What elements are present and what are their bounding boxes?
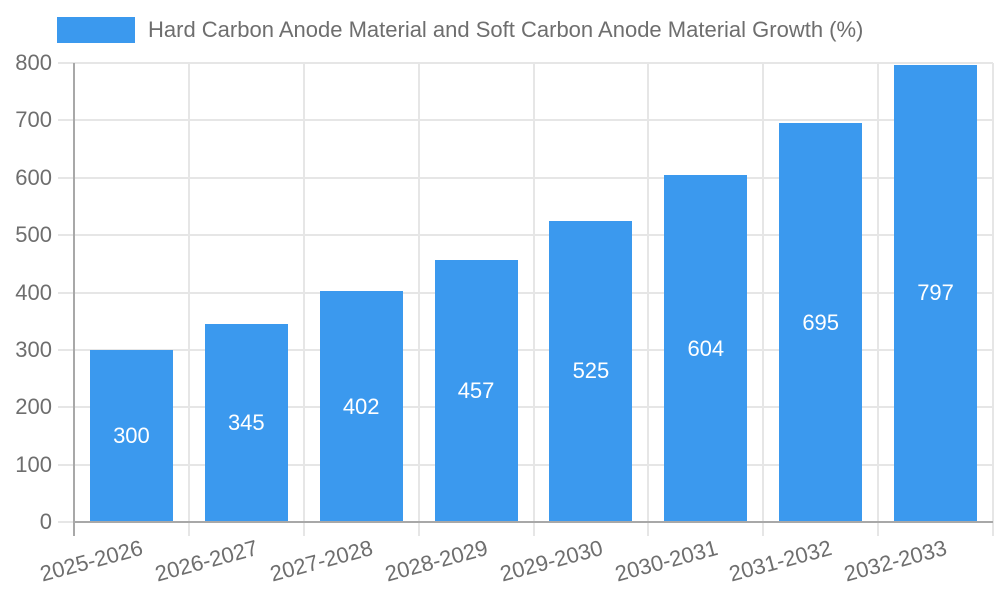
x-tick-label: 2031-2032 (726, 535, 835, 587)
y-gridline (58, 119, 993, 122)
x-tick-label: 2026-2027 (152, 535, 261, 587)
y-tick-label: 100 (15, 451, 52, 477)
bar-value-label: 402 (342, 393, 380, 419)
bar-value-label: 695 (802, 309, 840, 335)
x-gridline (302, 63, 305, 536)
bar[interactable] (89, 349, 173, 522)
bar[interactable] (204, 324, 288, 522)
y-tick-label: 800 (15, 50, 52, 75)
y-tick-label: 600 (15, 164, 52, 190)
bar[interactable] (549, 220, 633, 522)
bar-value-label: 300 (113, 422, 150, 448)
bar-value-label: 345 (227, 410, 265, 436)
y-gridline (58, 291, 993, 294)
bar-value-label: 604 (687, 335, 725, 361)
x-gridline (187, 63, 190, 536)
chart-title: Hard Carbon Anode Material and Soft Carb… (148, 17, 864, 42)
x-gridline (992, 63, 994, 536)
x-tick-label: 2030-2031 (611, 535, 721, 587)
y-tick-label: 400 (15, 279, 52, 305)
y-tick-label: 200 (15, 394, 52, 420)
y-tick-label: 300 (15, 336, 52, 362)
bar[interactable] (664, 175, 748, 522)
chart-legend[interactable]: Hard Carbon Anode Material and Soft Carb… (57, 17, 863, 43)
x-axis-line (74, 521, 993, 523)
y-tick-label: 500 (15, 222, 52, 248)
x-gridline (762, 63, 765, 536)
y-gridline (58, 406, 993, 409)
bar-value-label: 797 (917, 280, 954, 306)
x-gridline (647, 63, 650, 536)
x-tick-label: 2028-2029 (382, 535, 491, 587)
bar[interactable] (779, 123, 863, 522)
bar[interactable] (434, 259, 518, 522)
y-gridline (58, 348, 993, 351)
x-tick-label: 2032-2033 (841, 535, 950, 587)
legend-swatch (57, 17, 135, 43)
bar-value-label: 525 (572, 358, 610, 384)
y-tick-label: 0 (39, 509, 52, 534)
x-tick-label: 2029-2030 (497, 535, 606, 587)
y-gridline (58, 234, 993, 237)
bar[interactable] (319, 291, 403, 522)
bar-value-label: 457 (457, 377, 495, 403)
y-gridline (58, 62, 993, 64)
y-axis-line (73, 63, 75, 536)
x-tick-label: 2027-2028 (267, 535, 376, 587)
x-gridline (532, 63, 535, 536)
x-tick-label: 2025-2026 (37, 535, 146, 587)
y-tick-label: 700 (15, 107, 52, 133)
y-gridline (58, 176, 993, 179)
x-gridline (877, 63, 880, 536)
bar[interactable] (894, 64, 978, 522)
y-gridline (58, 463, 993, 466)
x-gridline (417, 63, 420, 536)
